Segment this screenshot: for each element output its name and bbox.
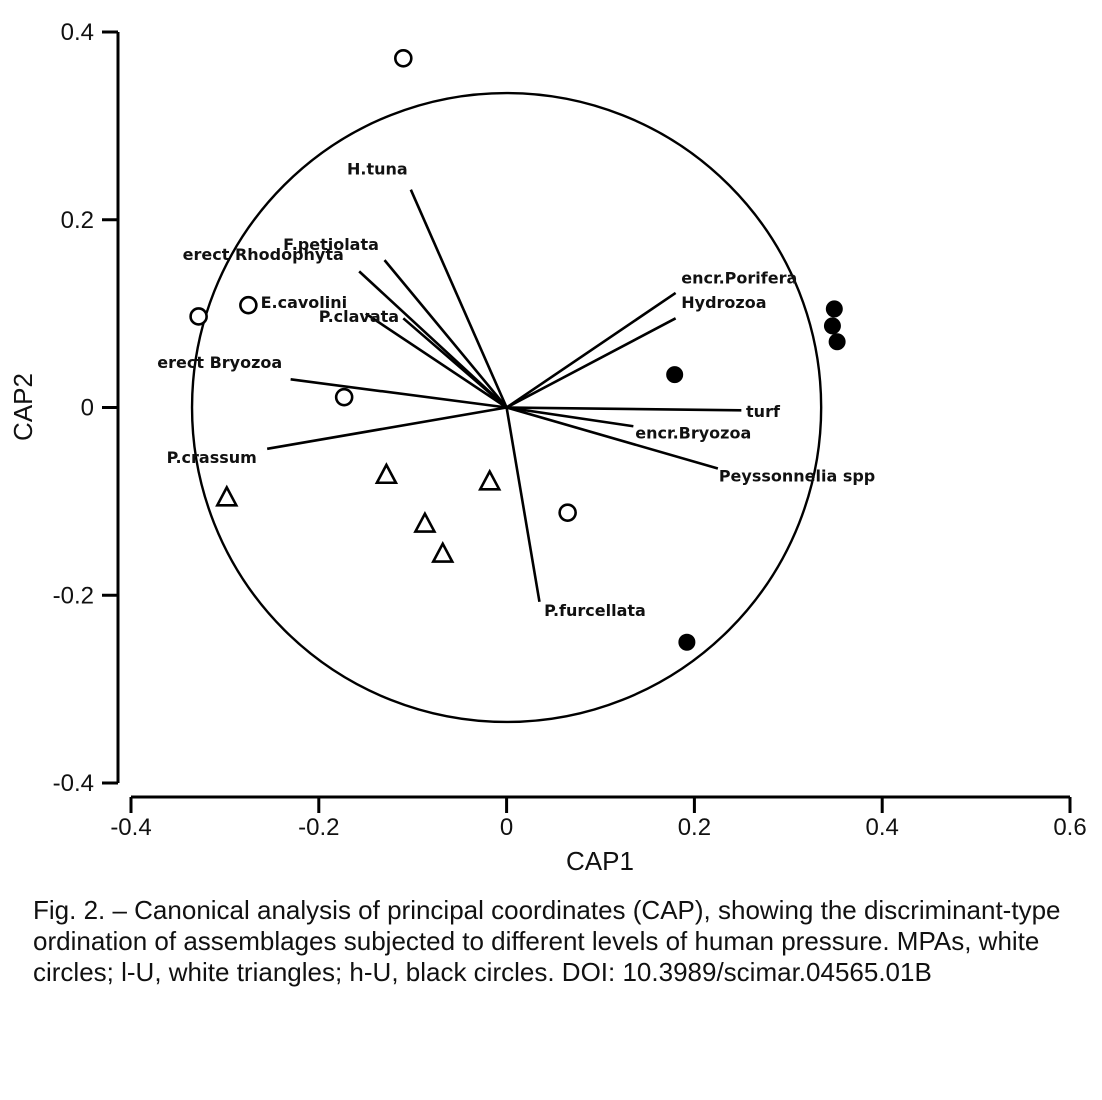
- vector-line: [402, 317, 508, 409]
- black-circle-point: [823, 317, 841, 335]
- x-tick-label: 0.2: [678, 814, 711, 841]
- y-axis-title: CAP2: [8, 373, 38, 441]
- vector-label: P.crassum: [167, 448, 257, 467]
- vector-line: [505, 407, 541, 603]
- vector-line: [383, 259, 508, 409]
- black-circle-point: [678, 633, 696, 651]
- vector-label: turf: [746, 402, 781, 421]
- reference-circle-group: [190, 91, 823, 724]
- white-circle-point: [558, 503, 577, 522]
- y-tick-label: -0.4: [53, 770, 94, 797]
- vector-label: P.furcellata: [544, 601, 646, 620]
- triangle-point: [431, 540, 455, 563]
- vector-label: Peyssonnelia spp: [719, 467, 875, 486]
- vector-label: F.petiolata: [283, 235, 379, 254]
- vector-line: [506, 406, 634, 428]
- triangle-point: [478, 468, 502, 491]
- x-tick-label: 0.6: [1053, 814, 1086, 841]
- vector-label: encr.Bryozoa: [635, 423, 751, 442]
- axes: -0.4 -0.2 0 0.2 0.4 0.6 0.4 0.2 0 -0.2 -0.4: [53, 19, 1087, 841]
- vector-label: P.clavata: [319, 307, 399, 326]
- reference-circle: [190, 91, 823, 724]
- black-circle-point: [825, 300, 843, 318]
- x-tick-label: 0.4: [866, 814, 899, 841]
- figure-caption: Fig. 2. – Canonical analysis of principa…: [33, 895, 1061, 987]
- white-circle-point: [334, 387, 354, 407]
- white-circle-point: [189, 307, 208, 326]
- y-tick-label: 0.4: [61, 19, 94, 46]
- black-circle-point: [828, 333, 846, 351]
- vector-label: H.tuna: [347, 160, 408, 179]
- white-circle-point: [394, 48, 413, 68]
- white-circle-point: [239, 295, 258, 315]
- vector-line: [266, 406, 507, 451]
- vector-label: erect Rhodophyta: [183, 245, 344, 264]
- triangle-point: [413, 510, 437, 533]
- vector-label: encr.Porifera: [681, 269, 797, 288]
- x-tick-label: 0: [500, 814, 513, 841]
- y-tick-label: 0: [81, 395, 94, 422]
- y-tick-label: -0.2: [53, 582, 94, 609]
- vector-label: erect Bryozoa: [157, 353, 282, 372]
- vector-label: Hydrozoa: [681, 293, 766, 312]
- vector-label: E.cavolini: [261, 293, 348, 312]
- vector-line: [409, 189, 508, 409]
- triangle-point: [374, 462, 399, 485]
- black-circle-point: [666, 366, 684, 384]
- y-tick-label: 0.2: [61, 207, 94, 234]
- vector-line: [505, 317, 677, 409]
- cap-ordination-chart: -0.4 -0.2 0 0.2 0.4 0.6 0.4 0.2 0 -0.2 -0.4 H.tuna…: [8, 19, 1087, 876]
- vector-line: [365, 312, 508, 409]
- x-axis-title: CAP1: [566, 846, 634, 876]
- vector-line: [506, 406, 742, 412]
- vector-line: [290, 378, 507, 409]
- triangle-point: [215, 484, 239, 507]
- vector-line: [505, 291, 677, 409]
- sample-points: [189, 48, 846, 651]
- x-tick-label: -0.2: [298, 814, 339, 841]
- x-tick-label: -0.4: [110, 814, 151, 841]
- vector-line: [506, 406, 719, 470]
